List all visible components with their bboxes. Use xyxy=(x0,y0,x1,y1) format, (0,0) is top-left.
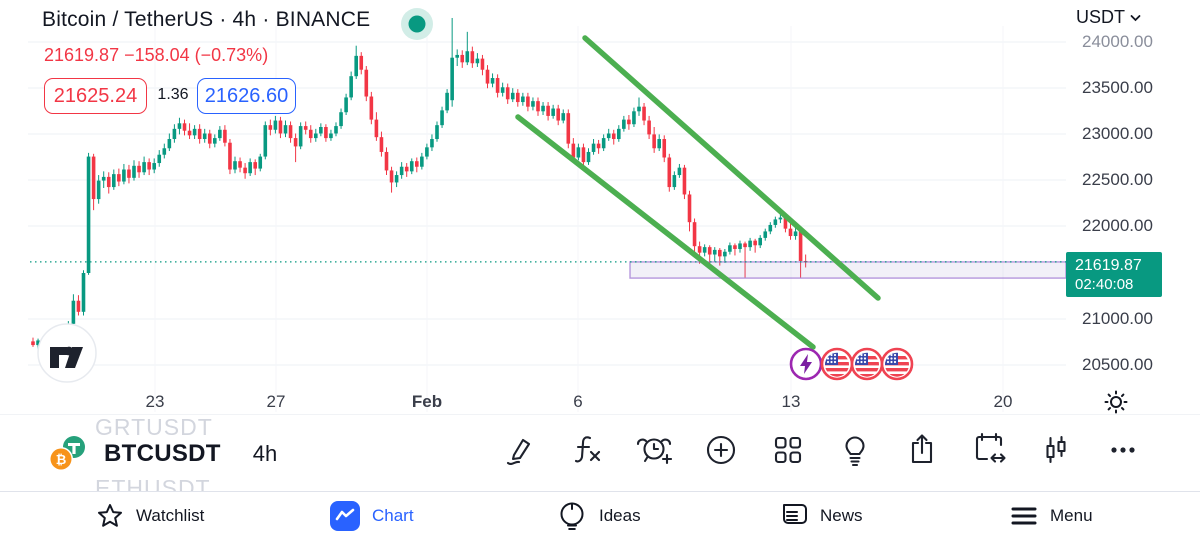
candles xyxy=(31,17,808,357)
calendar-arrows-icon xyxy=(975,432,1006,463)
nav-ideas[interactable]: Ideas xyxy=(557,492,641,540)
go-to-date-button[interactable] xyxy=(969,430,1009,470)
chart-wave-icon xyxy=(330,501,360,531)
time-tick-label: Feb xyxy=(411,392,443,411)
currency-selector[interactable]: USDT xyxy=(1076,7,1141,28)
ghost-symbol-above: GRTUSDT xyxy=(95,414,213,440)
add-alert-button[interactable] xyxy=(634,430,674,470)
market-status-icon xyxy=(401,8,433,40)
time-tick-label: 20 xyxy=(993,392,1013,411)
crypto-event-icon[interactable] xyxy=(789,347,823,381)
interval-button[interactable]: 4h xyxy=(252,441,278,466)
current-price-label: 21619.87 02:40:08 xyxy=(1066,252,1162,297)
currency-label: USDT xyxy=(1076,7,1125,27)
star-icon xyxy=(98,504,122,527)
marker-pen-icon xyxy=(506,438,531,466)
nav-label: News xyxy=(820,506,863,525)
candles-icon xyxy=(1046,435,1066,464)
nav-label: Ideas xyxy=(599,506,641,525)
symbol-name: BTCUSDT xyxy=(104,440,221,467)
price-tick-label: 20500.00 xyxy=(1082,355,1153,374)
price-tick-label: 24000.00 xyxy=(1082,32,1153,51)
nav-news[interactable]: News xyxy=(778,492,863,540)
nav-label: Menu xyxy=(1050,506,1093,525)
ideas-button[interactable] xyxy=(835,430,875,470)
time-tick-label: 6 xyxy=(573,392,583,411)
symbol-switcher[interactable]: ₿ BTCUSDT 4h xyxy=(48,435,277,473)
bid-button[interactable]: 21625.24 xyxy=(44,78,147,114)
grid-icon xyxy=(774,436,802,464)
us-economic-event-icon[interactable] xyxy=(822,349,852,379)
ghost-symbol-below: ETHUSDT xyxy=(95,475,211,492)
share-button[interactable] xyxy=(902,430,942,470)
price-tick-label: 23000.00 xyxy=(1082,124,1153,143)
trendline-drawing-1[interactable] xyxy=(582,35,881,301)
nav-chart[interactable]: Chart xyxy=(330,492,414,540)
trendline-drawing-2[interactable] xyxy=(515,114,816,350)
share-icon xyxy=(911,434,933,464)
add-symbol-button[interactable] xyxy=(701,430,741,470)
ask-button[interactable]: 21626.60 xyxy=(197,78,296,114)
us-economic-event-icon[interactable] xyxy=(852,349,882,379)
price-tick-label: 21000.00 xyxy=(1082,309,1153,328)
us-economic-event-icon[interactable] xyxy=(882,349,912,379)
draw-button[interactable] xyxy=(500,430,540,470)
brightness-icon[interactable] xyxy=(1104,390,1128,414)
menu-icon xyxy=(1011,507,1037,525)
symbol-title[interactable]: Bitcoin / TetherUS · 4h · BINANCE xyxy=(42,8,371,31)
plus-circle-icon xyxy=(706,435,736,465)
time-tick-label: 13 xyxy=(781,392,801,411)
chevron-down-icon xyxy=(1130,14,1141,21)
layouts-button[interactable] xyxy=(768,430,808,470)
idea-bulb-icon xyxy=(560,502,584,530)
chart-style-button[interactable] xyxy=(1036,430,1076,470)
time-tick-label: 27 xyxy=(266,392,286,411)
ellipsis-icon xyxy=(1111,447,1135,453)
lightbulb-icon xyxy=(845,436,865,467)
current-price: 21619.87 xyxy=(1075,257,1142,274)
nav-label: Chart xyxy=(372,506,414,525)
fx-icon xyxy=(574,436,601,463)
spread-value: 1.36 xyxy=(157,86,189,103)
price-tick-label: 22500.00 xyxy=(1082,170,1153,189)
nav-label: Watchlist xyxy=(136,506,205,525)
news-icon xyxy=(783,504,807,524)
coin-pair-icon: ₿ xyxy=(48,435,88,473)
bar-countdown: 02:40:08 xyxy=(1075,276,1134,293)
more-button[interactable] xyxy=(1103,430,1143,470)
time-tick-label: 23 xyxy=(145,392,165,411)
indicators-button[interactable] xyxy=(567,430,607,470)
bottom-navigation: Watchlist Chart Ideas News Menu xyxy=(0,491,1200,540)
nav-menu[interactable]: Menu xyxy=(1010,492,1093,540)
price-change: 21619.87 −158.04 (−0.73%) xyxy=(44,45,269,65)
tradingview-logo-watermark xyxy=(37,323,97,383)
nav-watchlist[interactable]: Watchlist xyxy=(96,492,204,540)
alarm-plus-icon xyxy=(636,438,672,465)
svg-text:₿: ₿ xyxy=(56,453,67,468)
price-tick-label: 22000.00 xyxy=(1082,216,1153,235)
chart-toolbar: GRTUSDT ETHUSDT ₿ BTCUSDT 4h xyxy=(0,414,1200,492)
price-tick-label: 23500.00 xyxy=(1082,78,1153,97)
event-markers xyxy=(789,347,920,381)
